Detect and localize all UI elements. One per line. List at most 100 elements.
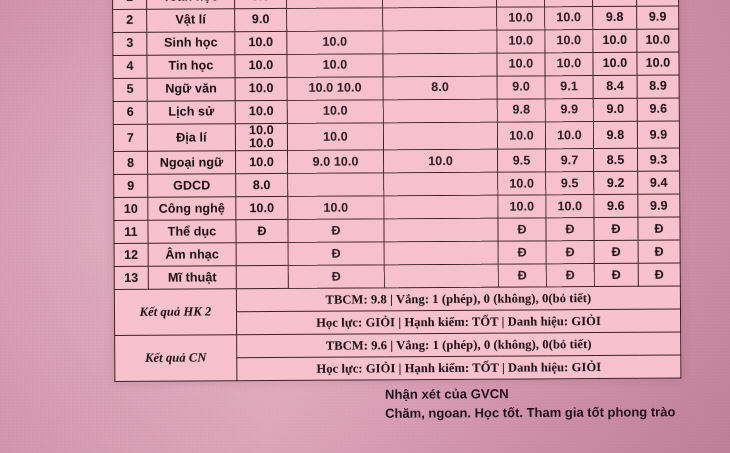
table-row: 13 Mĩ thuật Đ Đ Đ Đ Đ [114,263,681,290]
subject-name: Thể dục [147,219,237,244]
table-row: 6 Lịch sử 10.0 10.0 9.8 9.9 9.0 9.6 [113,98,680,125]
row-index: 1 [112,0,147,10]
score-col-5: 9.7 [545,148,594,173]
table-row: 12 Âm nhạc Đ Đ Đ Đ Đ [114,240,681,267]
score-col-7: Đ [637,217,681,241]
score-col-2: 10.0 [287,196,384,220]
score-col-7: 8.9 [637,75,680,99]
score-col-5: 9.5 [545,171,594,196]
score-col-7: 10.0 [636,52,680,76]
score-col-6: 8.4 [593,75,638,99]
score-col-1: 10.0 [234,54,288,78]
score-col-3 [383,172,498,197]
score-col-3 [382,30,497,54]
score-col-7: 9.9 [637,194,680,218]
row-index: 13 [114,266,149,290]
score-col-7: 9.9 [637,121,680,149]
score-col-2: 10.0 10.0 [287,76,384,101]
row-index: 2 [112,9,147,33]
score-col-1: 9.0 [234,0,287,9]
score-col-5: 9.9 [545,98,594,122]
score-col-6: Đ [594,240,639,264]
score-col-3 [383,99,498,123]
score-col-1: 10.0 [234,31,287,55]
score-col-4: 10.0 [497,195,546,219]
score-col-5: Đ [545,217,595,242]
score-col-2 [287,173,384,197]
kq-hk2-line-1: TBCM: 9.8 | Vắng: 1 (phép), 0 (không), 0… [236,286,681,312]
score-col-7: Đ [638,240,681,264]
score-col-2: Đ [288,265,385,289]
score-col-4: 10.0 [497,172,546,196]
score-col-2: 10.0 [286,30,383,55]
score-col-2: 10.0 [287,99,384,124]
score-col-6: 9.6 [593,194,638,218]
score-col-5: 9.1 [545,75,594,99]
report-card-sheet: 1Toán học9.010.09.88.79.42Vật lí9.010.01… [112,0,682,383]
score-col-3 [383,195,498,220]
subject-name: Sinh học [146,31,235,56]
score-col-1 [236,265,289,289]
row-index: 6 [113,101,148,125]
subject-name: Công nghệ [147,196,236,221]
row-index: 10 [113,197,148,221]
score-col-6: 10.0 [592,52,638,76]
score-col-7: 9.3 [637,148,680,172]
score-col-1: 10.0 [235,77,288,101]
score-col-4: 9.8 [497,98,546,123]
score-col-1: 10.0 [235,100,288,124]
score-col-4: 9.0 [497,75,546,100]
score-col-3 [382,7,497,31]
score-col-2: 10.0 [286,53,384,78]
score-col-6: 9.0 [593,98,638,122]
kq-cn-label: Kết quả CN [114,334,237,382]
kq-cn-line-1: TBCM: 9.6 | Vắng: 1 (phép), 0 (không), 0… [236,332,681,358]
row-index: 9 [113,174,148,198]
score-col-5: 10.0 [545,121,594,150]
score-col-6: Đ [593,217,639,241]
table-row: 10 Công nghệ 10.0 10.0 10.0 10.0 9.6 9.9 [113,194,680,221]
subject-name: Ngoại ngữ [147,150,236,175]
subject-name: Tin học [146,54,236,79]
score-col-5: 10.0 [544,29,593,53]
score-col-2: 9.0 10.0 [287,150,384,174]
score-col-3 [384,241,499,266]
score-col-3: 8.0 [383,76,498,100]
score-col-6: 9.2 [593,171,638,195]
score-col-5: Đ [546,263,595,288]
row-index: 5 [113,78,148,102]
table-row: 5 Ngữ văn 10.0 10.0 10.0 8.0 9.0 9.1 8.4 8.9 [113,75,680,102]
subject-name: Địa lí [147,123,236,152]
score-col-4: 10.0 [496,52,546,77]
table-row: 4 Tin học 10.0 10.0 10.0 10.0 10.0 10.0 [112,52,680,79]
score-col-5: 10.0 [544,52,594,76]
row-index: 7 [113,124,148,152]
summary-row: Kết quả HK 2 TBCM: 9.8 | Vắng: 1 (phép), … [114,286,681,336]
score-col-7: 10.0 [636,29,679,53]
score-col-6: 10.0 [592,29,637,53]
row-index: 11 [113,220,149,244]
score-col-1 [236,242,289,266]
score-col-1: 8.0 [235,173,288,197]
kq-hk2-line-2: Học lực: GIỎI | Hạnh kiểm: TỐT | Danh hi… [236,309,681,335]
subject-name: Ngữ văn [147,77,236,102]
table-row: 8 Ngoại ngữ 10.0 9.0 10.0 10.0 9.5 9.7 8.5 9.3 [113,148,680,175]
subject-name: Âm nhạc [148,242,237,267]
score-col-4: 10.0 [497,121,546,150]
row-index: 3 [112,32,147,56]
subject-name: Mĩ thuật [148,265,237,290]
score-col-1: Đ [235,219,289,243]
row-index: 12 [114,243,149,267]
score-col-3 [384,264,499,289]
subject-name: GDCD [147,173,236,198]
score-col-5: 10.0 [544,6,593,30]
table-row: 3 Sinh học 10.0 10.0 10.0 10.0 10.0 10.0 [112,29,679,56]
score-col-4: 10.0 [496,29,545,54]
score-col-7: 9.6 [637,98,680,122]
score-col-5: 10.0 [545,194,594,219]
score-col-2 [286,7,383,32]
table-row: 9 GDCD 8.0 10.0 9.5 9.2 9.4 [113,171,680,198]
score-col-7: 9.9 [636,6,679,30]
score-col-1: 9.0 [234,8,287,32]
score-col-4: Đ [498,241,547,265]
